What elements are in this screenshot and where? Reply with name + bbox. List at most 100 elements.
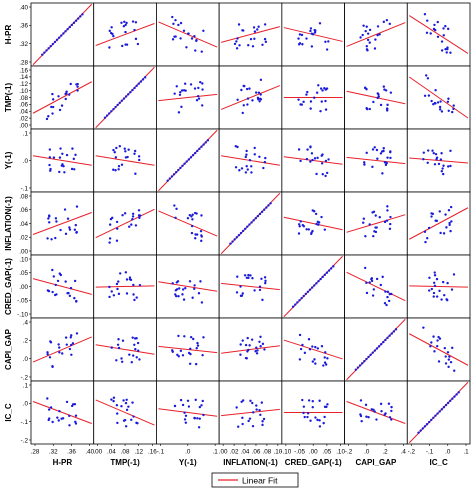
data-point <box>59 147 62 150</box>
data-point <box>183 418 187 421</box>
cell-inflation-1-vs-cred-gap-1 <box>281 191 345 256</box>
data-point <box>75 299 78 303</box>
data-point <box>190 37 194 40</box>
x-tick-label: .36 <box>67 449 76 456</box>
data-point <box>430 418 433 422</box>
data-point <box>305 93 308 96</box>
data-point <box>376 157 379 160</box>
data-point <box>124 401 128 405</box>
data-point <box>447 165 450 168</box>
data-point <box>327 269 331 272</box>
data-point <box>196 149 199 153</box>
data-point <box>241 416 244 420</box>
data-point <box>179 166 182 170</box>
data-point <box>446 48 449 51</box>
y-tick-label: .36 <box>19 23 28 30</box>
data-point <box>120 360 124 363</box>
y-tick-label: .04 <box>19 109 28 116</box>
data-point <box>138 214 142 217</box>
data-point <box>200 50 203 53</box>
cell-y-1-vs-tmp-1 <box>93 128 157 193</box>
data-point <box>379 103 383 107</box>
data-point <box>447 365 450 369</box>
data-point <box>324 40 327 43</box>
data-point <box>438 410 441 413</box>
data-point <box>124 425 128 428</box>
data-point <box>448 355 451 358</box>
data-point <box>437 162 441 166</box>
data-point <box>313 157 317 160</box>
data-point <box>239 353 242 356</box>
data-point <box>121 214 124 217</box>
data-point <box>72 21 76 25</box>
data-point <box>323 273 327 277</box>
data-point <box>174 18 177 22</box>
data-point <box>310 45 314 48</box>
data-point <box>252 411 255 414</box>
data-point <box>54 236 57 240</box>
cell-capi-gap-vs-cred-gap-1 <box>281 317 345 382</box>
data-point <box>433 163 437 166</box>
data-point <box>68 226 71 229</box>
cell-capi-gap-vs-inflation-1 <box>218 317 283 382</box>
data-point <box>173 404 177 408</box>
data-point <box>294 303 297 306</box>
data-point <box>362 221 365 224</box>
data-point <box>324 159 328 163</box>
data-point <box>53 293 57 297</box>
x-tick-label: .08 <box>121 449 130 456</box>
x-tick-label: .06 <box>252 449 261 456</box>
data-point <box>64 336 68 339</box>
data-point <box>64 280 67 283</box>
data-point <box>372 408 375 411</box>
data-point <box>386 103 389 107</box>
data-point <box>453 369 456 372</box>
data-point <box>255 408 258 411</box>
data-point <box>264 281 267 285</box>
data-point <box>239 285 242 288</box>
data-point <box>361 33 364 37</box>
data-point <box>172 22 175 26</box>
data-point <box>444 362 448 365</box>
data-point <box>376 25 380 28</box>
data-point <box>314 212 318 216</box>
data-point <box>200 104 204 107</box>
data-point <box>193 87 197 90</box>
data-point <box>433 284 437 288</box>
data-point <box>363 161 366 164</box>
y-tick-label: .16 <box>19 67 28 74</box>
data-point <box>253 289 256 292</box>
data-point <box>199 229 203 233</box>
data-point <box>115 412 119 415</box>
data-point <box>200 239 203 243</box>
data-point <box>60 417 63 420</box>
data-point <box>385 303 388 307</box>
data-point <box>433 274 437 277</box>
legend-label: Linear Fit <box>242 476 278 486</box>
data-point <box>384 412 387 415</box>
data-point <box>189 83 193 86</box>
data-point <box>323 228 327 231</box>
cell-ic-c-vs-y-1 <box>156 380 220 445</box>
data-point <box>132 354 135 357</box>
data-point <box>368 107 371 111</box>
y-tick-label: .0 <box>23 158 29 165</box>
data-point <box>237 23 241 26</box>
data-point <box>321 89 324 92</box>
data-point <box>127 93 130 96</box>
data-point <box>326 357 329 360</box>
data-point <box>132 415 135 418</box>
data-point <box>51 112 54 115</box>
data-point <box>252 219 255 222</box>
x-tick-label: .4 <box>401 449 407 456</box>
cell-inflation-1-vs-capi-gap <box>344 191 408 256</box>
data-point <box>433 271 436 274</box>
data-point <box>123 147 126 150</box>
data-point <box>178 93 182 96</box>
data-point <box>319 109 322 113</box>
data-point <box>137 82 141 85</box>
data-point <box>124 271 128 274</box>
data-point <box>49 167 52 171</box>
data-point <box>320 162 324 165</box>
data-point <box>388 227 392 231</box>
